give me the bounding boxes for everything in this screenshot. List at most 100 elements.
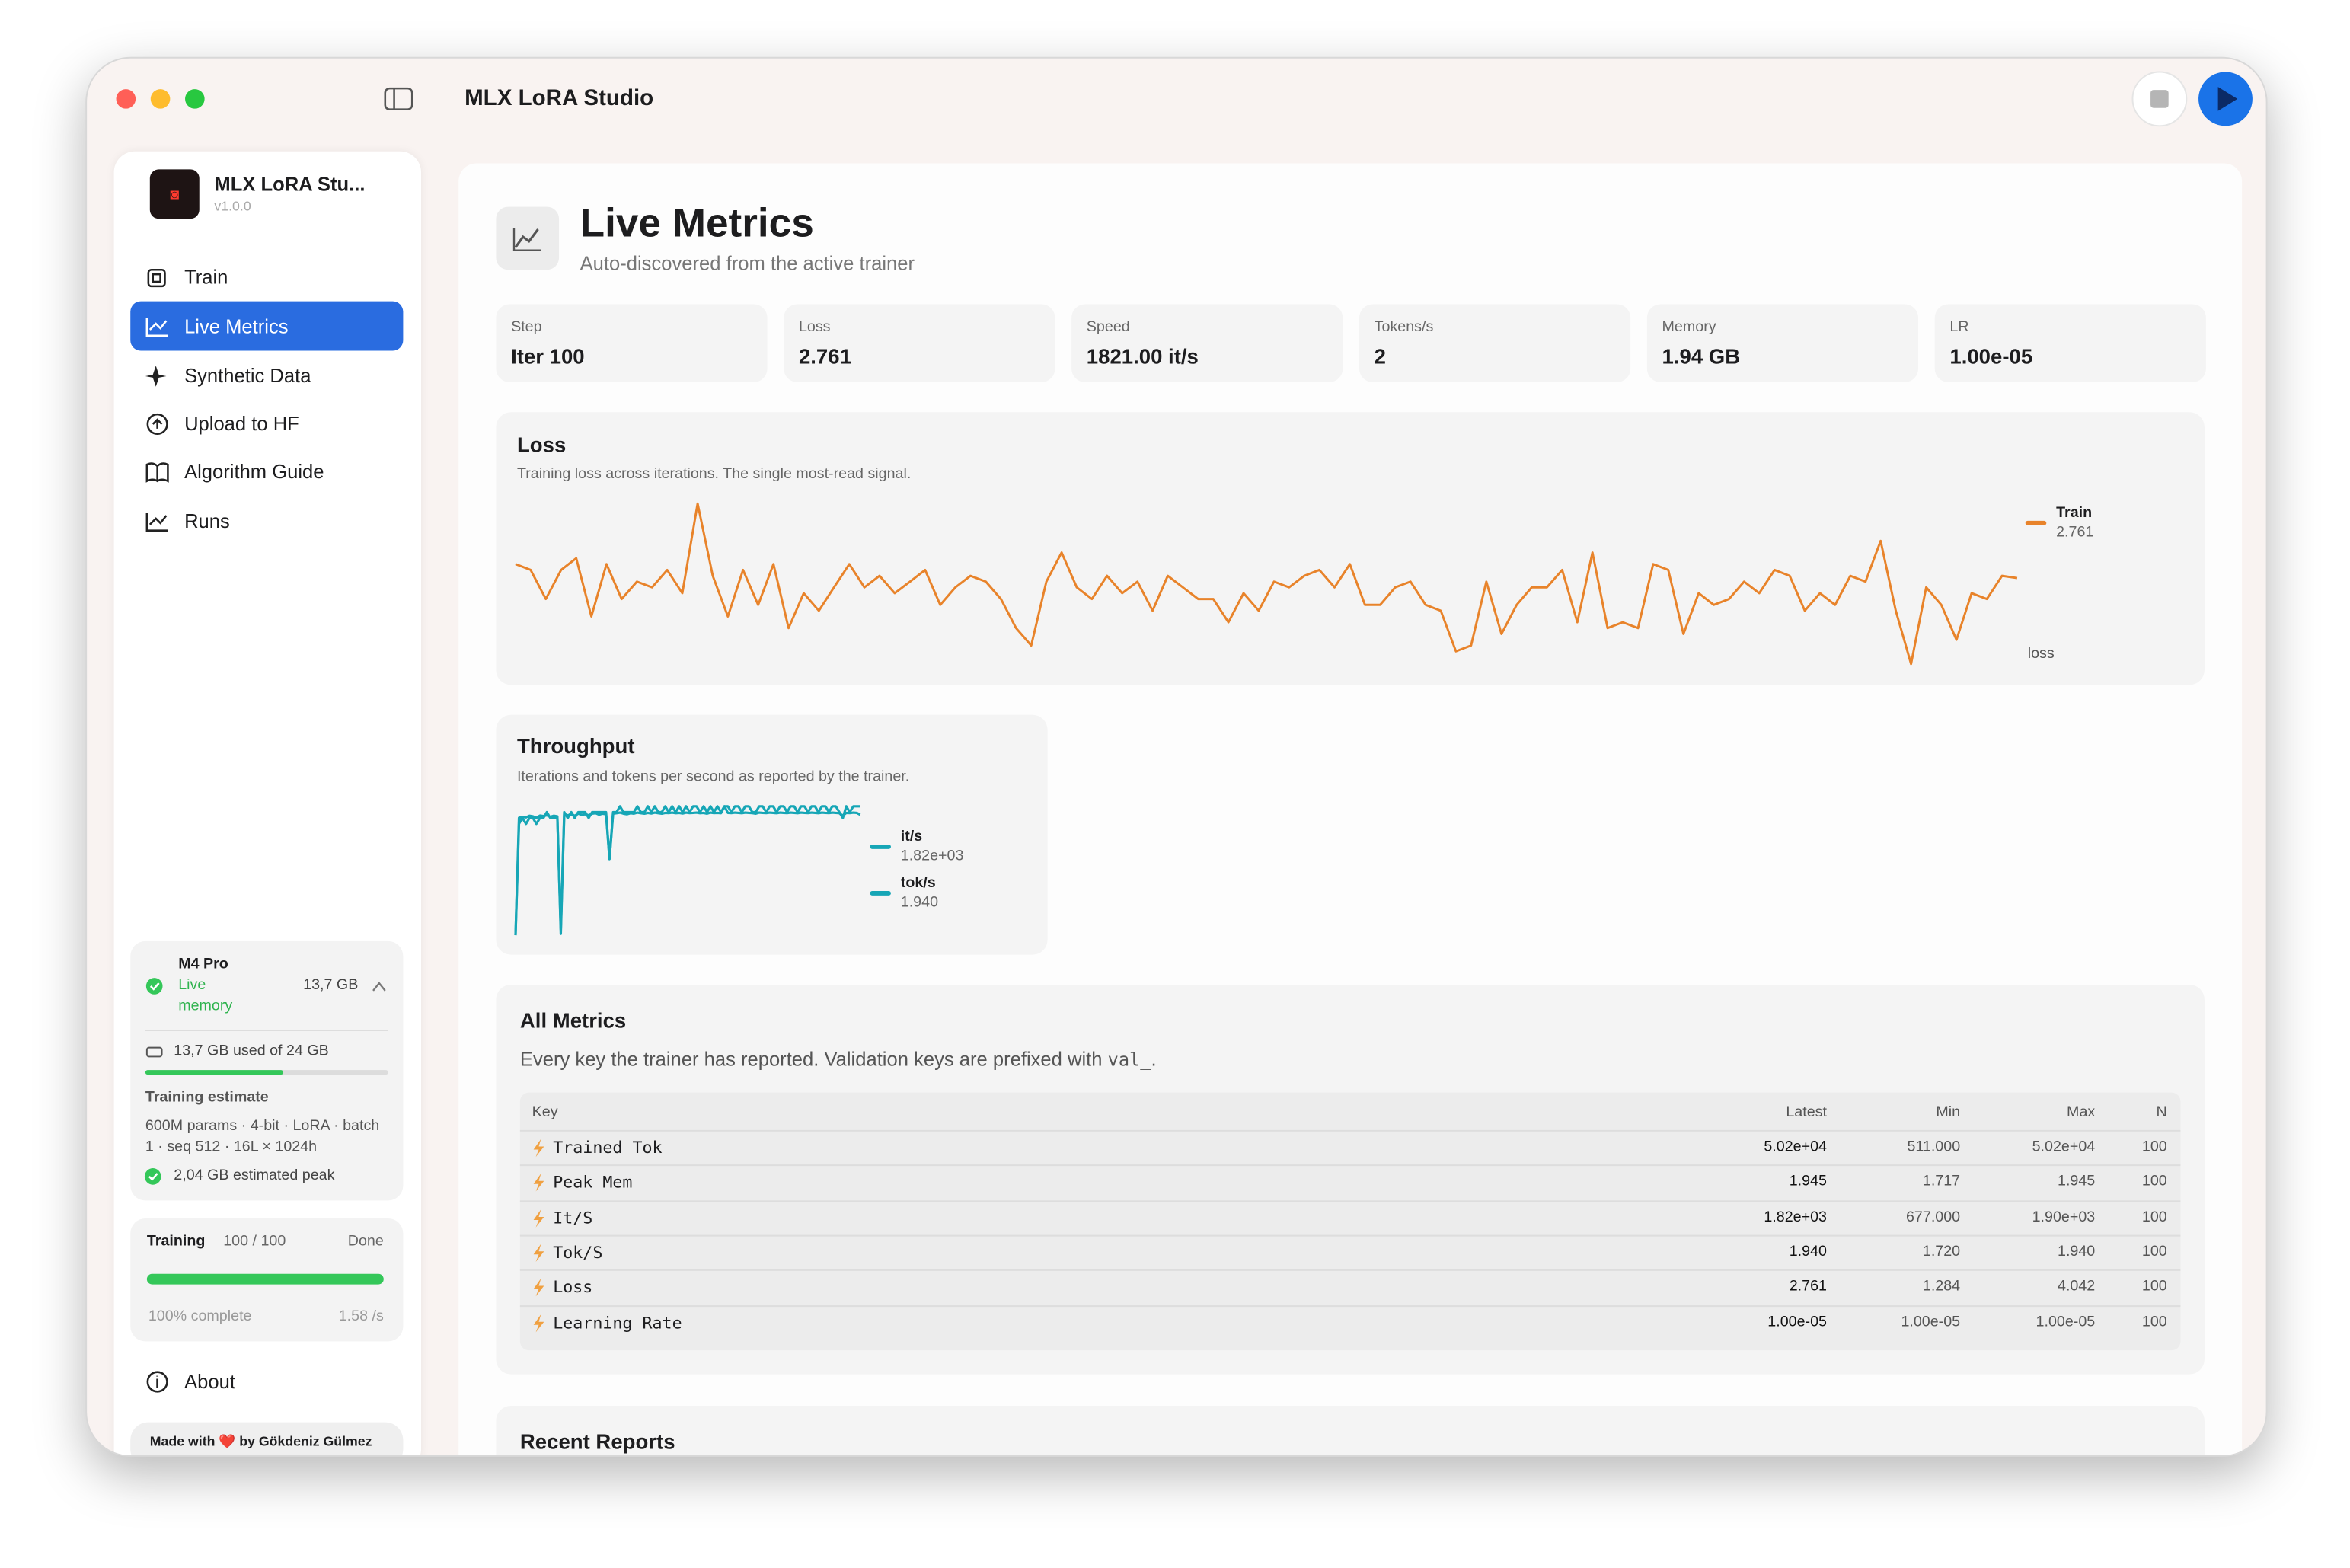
metric-value: 2.761: [1789, 1278, 1827, 1295]
training-complete: 100% complete: [148, 1308, 252, 1325]
window-control[interactable]: [116, 89, 136, 109]
column-header: Key: [532, 1104, 558, 1122]
metric-value: 1.940: [2058, 1244, 2096, 1261]
stat-card: [1646, 304, 1919, 382]
stat-card: [496, 304, 768, 382]
memory-icon: [145, 1046, 163, 1058]
code: val_: [1107, 1049, 1151, 1071]
row-divider: [519, 1305, 2181, 1308]
nav-icon: [145, 318, 168, 337]
stat-value: 2: [1374, 343, 1387, 369]
key-icon: [533, 1314, 544, 1333]
line-series: [514, 805, 860, 936]
metric-key: Trained Tok: [553, 1138, 663, 1158]
line-series: [515, 502, 2018, 666]
chart-subtitle: Training loss across iterations. The sin…: [516, 466, 912, 483]
key-icon: [533, 1278, 544, 1297]
stat-card: [1359, 304, 1631, 382]
y-label: loss: [2027, 646, 2055, 663]
metric-value: 100: [2141, 1138, 2167, 1156]
metric-value: 1.717: [1922, 1173, 1961, 1190]
line-series: [514, 805, 861, 936]
stop-icon: [2150, 90, 2169, 108]
app-icon: [149, 169, 200, 219]
metric-value: 4.042: [2058, 1278, 2096, 1295]
stat-value: 1.94 GB: [1662, 343, 1741, 369]
window-control[interactable]: [185, 89, 205, 109]
page-title: Live Metrics: [580, 200, 814, 246]
metrics-table: [519, 1092, 2181, 1351]
legend-name: Train: [2056, 505, 2093, 522]
metric-value: 100: [2141, 1209, 2167, 1226]
nav-label: Live Metrics: [184, 315, 289, 338]
stat-value: 1821.00 it/s: [1086, 343, 1199, 369]
section-title: All Metrics: [519, 1008, 627, 1033]
column-header: N: [2156, 1104, 2167, 1122]
estimate-detail: 600M params · 4-bit · LoRA · batch 1 · s…: [145, 1118, 380, 1156]
stat-card: [784, 304, 1055, 382]
metric-value: 1.284: [1922, 1278, 1961, 1295]
status-check: [144, 1168, 161, 1185]
text: .: [1151, 1048, 1157, 1071]
about-icon: [146, 1371, 168, 1393]
collapse-chevron[interactable]: [372, 982, 386, 992]
app-icon-glyph: ◙: [170, 187, 179, 203]
window-control[interactable]: [150, 89, 171, 109]
section-description: Every key the trainer has reported. Vali…: [520, 1048, 1157, 1071]
chart-subtitle: Iterations and tokens per second as repo…: [516, 768, 910, 786]
memory-usage: 13,7 GB used of 24 GB: [174, 1043, 329, 1060]
nav-item-active[interactable]: [130, 301, 404, 351]
nav-icon: [147, 268, 166, 288]
divider: [145, 1030, 388, 1031]
status-check-mark: [149, 982, 160, 991]
app-name: MLX LoRA Stu...: [214, 172, 366, 196]
nav-label: Synthetic Data: [184, 364, 311, 388]
device-status: memory: [178, 998, 233, 1015]
metric-value: 1.00e-05: [2035, 1314, 2096, 1331]
metric-value: 1.00e-05: [1901, 1314, 1961, 1331]
stat-label: Memory: [1662, 319, 1716, 336]
window-title: MLX LoRA Studio: [465, 85, 654, 111]
page-subtitle: Auto-discovered from the active trainer: [580, 252, 915, 275]
nav-icon: [145, 513, 168, 532]
metric-value: 1.945: [2058, 1173, 2096, 1190]
stat-card: [1934, 304, 2206, 382]
section-title: Recent Reports: [519, 1429, 675, 1454]
nav-label: Runs: [184, 509, 230, 533]
row-divider: [519, 1200, 2181, 1202]
app-version: v1.0.0: [214, 198, 251, 214]
nav-icon: [152, 273, 161, 283]
status-check-mark: [148, 1173, 158, 1181]
stat-label: LR: [1949, 319, 1969, 336]
device-memory: 13,7 GB: [303, 977, 359, 994]
stat-value: 1.00e-05: [1949, 343, 2033, 369]
reports-card: [496, 1405, 2205, 1455]
metric-value: 100: [2141, 1173, 2167, 1190]
overlay: ◙: [116, 71, 2253, 1393]
training-progress: 100 / 100: [223, 1233, 286, 1250]
metric-value: 1.940: [1789, 1244, 1827, 1261]
loss-card: [496, 412, 2205, 685]
device-status: Live: [178, 977, 206, 994]
header-chart-icon: [514, 228, 539, 248]
estimate-title: Training estimate: [145, 1089, 269, 1107]
status-check: [145, 978, 163, 995]
metric-value: 1.90e+03: [2032, 1209, 2096, 1226]
metric-value: 5.02e+04: [1764, 1138, 1827, 1156]
play-icon: [2217, 87, 2238, 111]
metric-key: Peak Mem: [553, 1172, 633, 1193]
footer-credit: Made with ❤️ by Gökdeniz Gülmez: [149, 1433, 372, 1449]
stat-card: [1071, 304, 1343, 382]
metric-value: 100: [2141, 1278, 2167, 1295]
nav-label: Upload to HF: [184, 412, 299, 436]
row-divider: [519, 1164, 2181, 1167]
metric-key: Tok/S: [553, 1243, 603, 1263]
training-rate: 1.58 /s: [338, 1308, 384, 1325]
metric-value: 1.00e-05: [1767, 1314, 1827, 1331]
stat-label: Speed: [1086, 319, 1130, 336]
sidebar-toggle[interactable]: [384, 87, 413, 110]
column-header: Max: [2067, 1104, 2096, 1122]
row-divider: [519, 1234, 2181, 1237]
